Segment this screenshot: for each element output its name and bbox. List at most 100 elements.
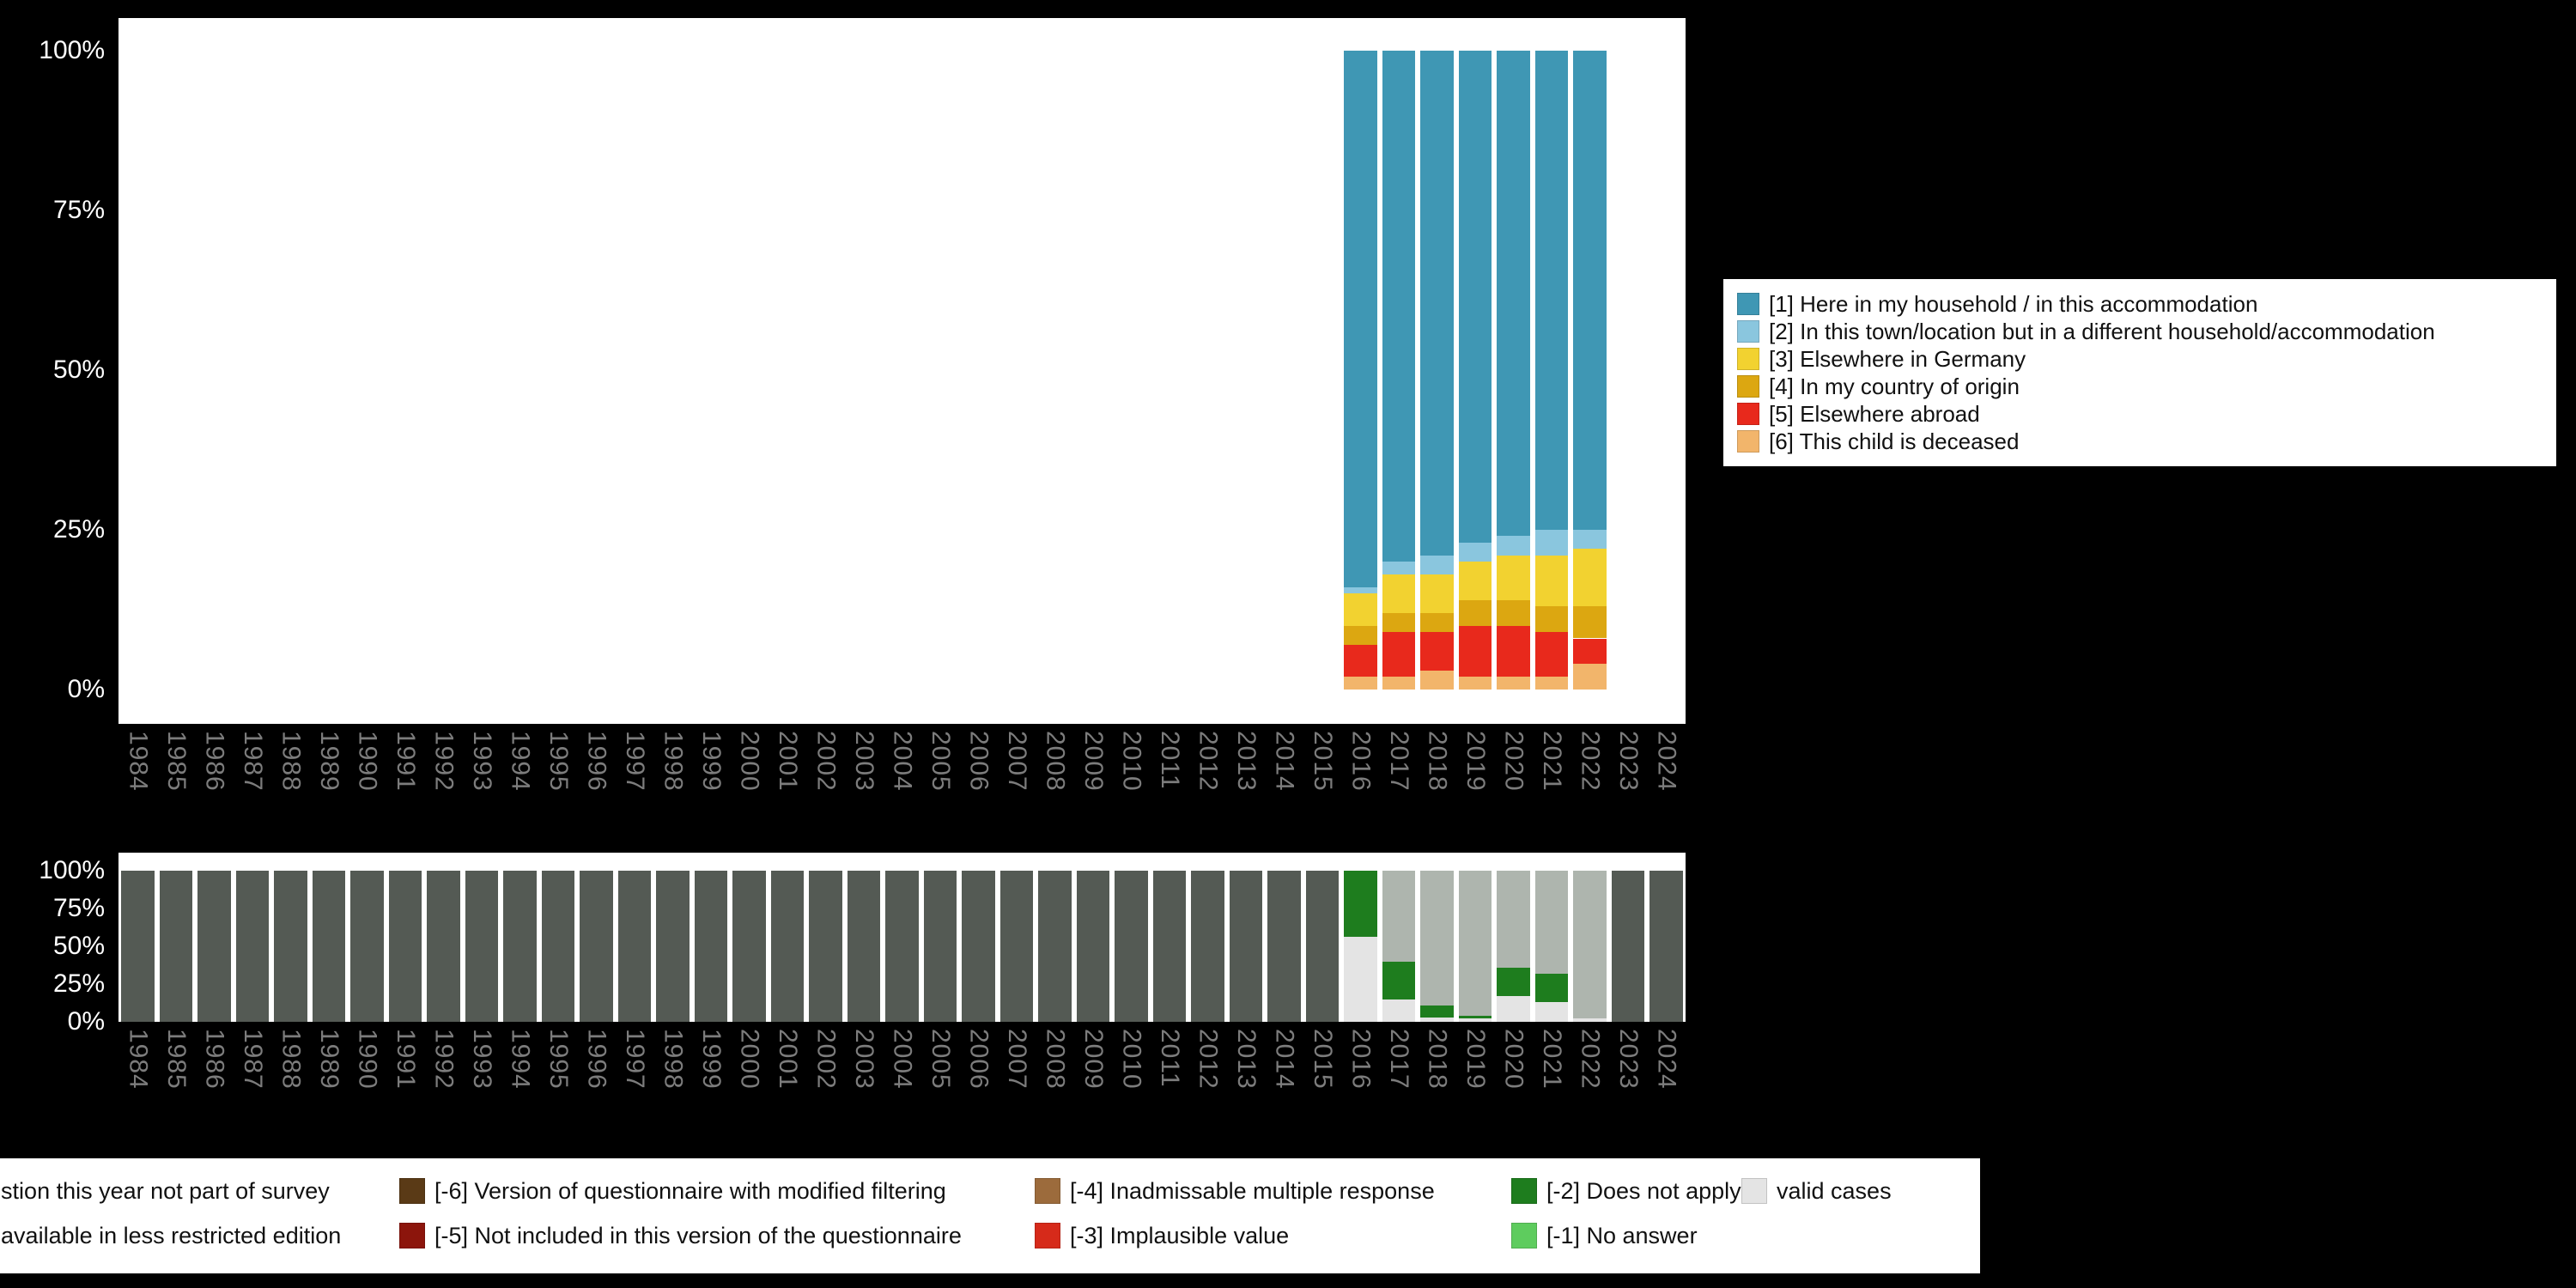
bar-segment[interactable]: [962, 871, 995, 1022]
bar-segment[interactable]: [1458, 871, 1492, 1016]
bar-segment[interactable]: [617, 871, 652, 1022]
bar-segment[interactable]: [1420, 670, 1454, 690]
bar-segment[interactable]: [465, 871, 499, 1022]
bar-segment[interactable]: [1458, 599, 1492, 626]
bar-segment[interactable]: [503, 871, 537, 1022]
bar-segment[interactable]: [1497, 677, 1530, 690]
bar-segment[interactable]: [1497, 599, 1530, 626]
bar-segment[interactable]: [159, 871, 192, 1022]
bar-segment[interactable]: [1497, 536, 1530, 556]
bar-segment[interactable]: [1573, 1018, 1607, 1022]
bar-segment[interactable]: [1458, 1015, 1492, 1019]
bar-segment[interactable]: [1497, 967, 1530, 997]
bar-segment[interactable]: [1573, 664, 1607, 690]
bar-segment[interactable]: [1382, 961, 1416, 999]
bar-segment[interactable]: [1382, 574, 1416, 613]
bar-segment[interactable]: [1573, 530, 1607, 550]
bar-segment[interactable]: [1458, 542, 1492, 562]
bar-segment[interactable]: [1458, 625, 1492, 677]
bar-segment[interactable]: [1534, 606, 1569, 633]
bar-segment[interactable]: [1191, 871, 1224, 1022]
bar-segment[interactable]: [1420, 555, 1454, 575]
bar-segment[interactable]: [923, 871, 957, 1022]
bar-segment[interactable]: [1382, 632, 1416, 677]
bar-segment[interactable]: [1534, 51, 1569, 530]
bar-segment[interactable]: [1382, 871, 1416, 962]
bar-segment[interactable]: [656, 871, 690, 1022]
bar-segment[interactable]: [1115, 871, 1148, 1022]
bar-segment[interactable]: [1573, 51, 1607, 530]
bar-segment[interactable]: [1458, 677, 1492, 690]
bar-segment[interactable]: [1497, 555, 1530, 600]
bar-segment[interactable]: [1344, 51, 1377, 587]
bar-segment[interactable]: [1344, 937, 1377, 1022]
bar-segment[interactable]: [1649, 871, 1683, 1022]
bar-segment[interactable]: [1382, 51, 1416, 562]
bar-segment[interactable]: [1229, 871, 1263, 1022]
bar-segment[interactable]: [1573, 606, 1607, 639]
bar-segment[interactable]: [1534, 871, 1569, 974]
bar-segment[interactable]: [1420, 51, 1454, 556]
bar-segment[interactable]: [1420, 871, 1454, 1005]
bar-segment[interactable]: [732, 871, 766, 1022]
bar-segment[interactable]: [1534, 530, 1569, 556]
bar-segment[interactable]: [1573, 638, 1607, 665]
bar-segment[interactable]: [1076, 871, 1110, 1022]
bar-segment[interactable]: [1382, 612, 1416, 633]
bar-segment[interactable]: [580, 871, 613, 1022]
bar-segment[interactable]: [1534, 632, 1569, 677]
bar-segment[interactable]: [1420, 632, 1454, 671]
bar-segment[interactable]: [1497, 996, 1530, 1022]
bar-segment[interactable]: [235, 871, 270, 1022]
bar-segment[interactable]: [999, 871, 1034, 1022]
bar-segment[interactable]: [1382, 677, 1416, 690]
bar-segment[interactable]: [1382, 999, 1416, 1022]
bar-segment[interactable]: [541, 871, 575, 1022]
bar-segment[interactable]: [1344, 677, 1377, 690]
bar-segment[interactable]: [1534, 555, 1569, 607]
bar-segment[interactable]: [1382, 562, 1416, 575]
bar-segment[interactable]: [388, 871, 422, 1022]
bar-segment[interactable]: [121, 871, 155, 1022]
bar-segment[interactable]: [1534, 973, 1569, 1003]
bar-segment[interactable]: [1038, 871, 1072, 1022]
bar-segment[interactable]: [1458, 1018, 1492, 1022]
bar-segment[interactable]: [1305, 871, 1340, 1022]
bar-segment[interactable]: [809, 871, 842, 1022]
bar-segment[interactable]: [1344, 586, 1377, 594]
bar-segment[interactable]: [1420, 574, 1454, 613]
bar-segment[interactable]: [1497, 51, 1530, 537]
bar-segment[interactable]: [1534, 1002, 1569, 1022]
bar-segment[interactable]: [1420, 1005, 1454, 1018]
bar-segment[interactable]: [1573, 549, 1607, 607]
bar-segment[interactable]: [1611, 871, 1645, 1022]
bar-segment[interactable]: [1497, 871, 1530, 968]
bar-segment[interactable]: [1344, 644, 1377, 677]
bar-segment[interactable]: [274, 871, 307, 1022]
missings-legend: question this year not part of survey not…: [0, 1158, 1980, 1273]
bar-segment[interactable]: [1420, 612, 1454, 633]
bar-segment[interactable]: [197, 871, 231, 1022]
bar-segment[interactable]: [1420, 1017, 1454, 1022]
bar-segment[interactable]: [1152, 871, 1187, 1022]
bar-segment[interactable]: [1534, 677, 1569, 690]
bar-segment[interactable]: [312, 871, 346, 1022]
bar-segment[interactable]: [1344, 593, 1377, 626]
x-tick-label: 1984: [124, 731, 153, 792]
bar-segment[interactable]: [1458, 51, 1492, 543]
bar-segment[interactable]: [1344, 871, 1377, 938]
distribution-legend: [1] Here in my household / in this accom…: [1723, 279, 2556, 466]
bar-segment[interactable]: [1458, 562, 1492, 600]
bar-segment[interactable]: [1344, 625, 1377, 645]
bar-segment[interactable]: [694, 871, 728, 1022]
legend-color-swatch: [399, 1223, 425, 1249]
bar-segment[interactable]: [1497, 625, 1530, 677]
distribution-x-axis: 1984 1985 1986 1987 1988 1989 1990 1991 1992 1993…: [118, 731, 1686, 832]
bar-segment[interactable]: [1267, 871, 1301, 1022]
bar-segment[interactable]: [770, 871, 805, 1022]
bar-segment[interactable]: [847, 871, 881, 1022]
bar-segment[interactable]: [1573, 871, 1607, 1019]
bar-segment[interactable]: [427, 871, 460, 1022]
bar-segment[interactable]: [350, 871, 384, 1022]
bar-segment[interactable]: [885, 871, 919, 1022]
